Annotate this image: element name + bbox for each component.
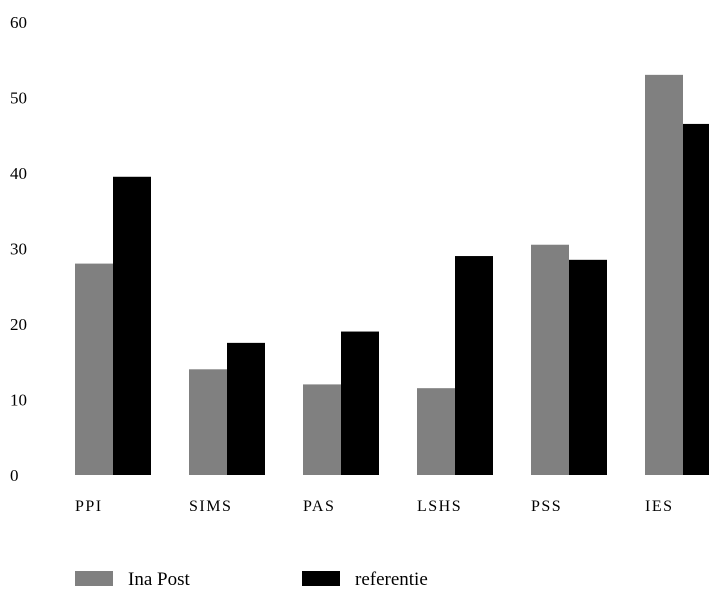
y-tick-label: 20 [10, 315, 27, 334]
x-axis-labels: PPI SIMS PAS LSHS PSS IES [75, 498, 674, 515]
legend: Ina Post referentie [75, 569, 428, 589]
y-tick-label: 40 [10, 164, 27, 183]
y-tick-label: 0 [10, 466, 19, 485]
bar-pas-ina-post [303, 384, 341, 475]
bar-ies-ina-post [645, 74, 683, 475]
legend-swatch [75, 571, 113, 586]
bar-pss-referentie [569, 259, 607, 475]
bar-lshs-ina-post [417, 388, 455, 475]
bar-ies-referentie [683, 123, 709, 476]
bar-ppi-referentie [113, 176, 151, 475]
y-axis-ticks: 0 10 20 30 40 50 60 [10, 13, 27, 485]
bars [75, 74, 709, 476]
bar-ppi-ina-post [75, 263, 113, 475]
bar-sims-ina-post [189, 369, 227, 475]
x-tick-label: PSS [531, 498, 562, 515]
bar-lshs-referentie [455, 256, 493, 475]
x-tick-label: PPI [75, 498, 103, 515]
legend-swatch [302, 571, 340, 586]
bar-pss-ina-post [531, 244, 569, 475]
legend-label: referentie [355, 569, 428, 589]
x-tick-label: PAS [303, 498, 335, 515]
y-tick-label: 50 [10, 89, 27, 108]
x-tick-label: IES [645, 498, 674, 515]
legend-label: Ina Post [128, 569, 190, 589]
bar-pas-referentie [341, 331, 379, 475]
x-tick-label: SIMS [189, 498, 232, 515]
bar-sims-referentie [227, 342, 265, 475]
y-tick-label: 60 [10, 13, 27, 32]
y-tick-label: 30 [10, 240, 27, 259]
y-tick-label: 10 [10, 391, 27, 410]
x-tick-label: LSHS [417, 498, 462, 515]
